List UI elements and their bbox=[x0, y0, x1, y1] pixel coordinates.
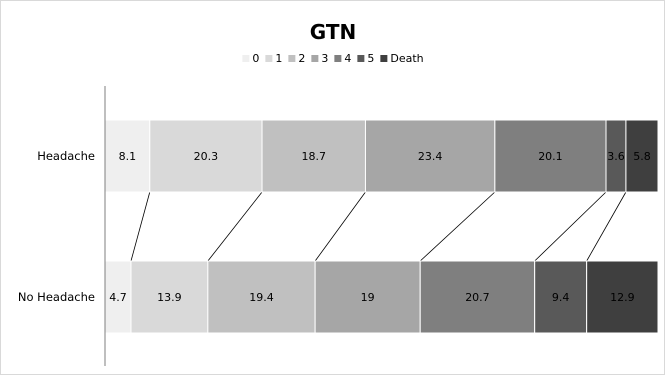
data-label-no-headache-death: 12.9 bbox=[610, 291, 635, 304]
bar-no-headache-4 bbox=[419, 260, 536, 334]
legend-swatch-4 bbox=[334, 55, 342, 62]
bar-headache-4 bbox=[494, 119, 607, 193]
chart-title: GTN bbox=[310, 20, 356, 44]
legend-label-3: 3 bbox=[321, 52, 328, 65]
legend-swatch-death bbox=[380, 55, 388, 62]
category-label-no-headache: No Headache bbox=[18, 290, 95, 304]
data-label-no-headache-3: 19 bbox=[361, 291, 375, 304]
bars bbox=[104, 119, 659, 334]
series-line-0 bbox=[130, 191, 151, 262]
series-line-2 bbox=[314, 191, 366, 262]
bar-headache-death bbox=[625, 119, 659, 193]
data-label-headache-5: 3.6 bbox=[607, 150, 625, 163]
data-label-headache-4: 20.1 bbox=[538, 150, 563, 163]
data-label-headache-3: 23.4 bbox=[418, 150, 443, 163]
data-label-headache-2: 18.7 bbox=[302, 150, 327, 163]
bar-headache-2 bbox=[261, 119, 366, 193]
bar-no-headache-3 bbox=[314, 260, 421, 334]
series-connector-lines bbox=[130, 191, 627, 262]
legend-label-death: Death bbox=[390, 52, 423, 65]
legend-label-2: 2 bbox=[298, 52, 305, 65]
legend-swatch-5 bbox=[357, 55, 365, 62]
legend-swatch-3 bbox=[311, 55, 319, 62]
data-label-headache-0: 8.1 bbox=[119, 150, 137, 163]
legend-swatch-1 bbox=[265, 55, 273, 62]
series-line-4 bbox=[534, 191, 607, 262]
series-line-5 bbox=[586, 191, 627, 262]
bar-no-headache-5 bbox=[534, 260, 588, 334]
legend: 0 1 2 3 4 5 Death bbox=[242, 52, 424, 65]
bar-headache-1 bbox=[149, 119, 263, 193]
data-label-no-headache-2: 19.4 bbox=[249, 291, 274, 304]
bar-headache-0 bbox=[104, 119, 151, 193]
data-label-no-headache-0: 4.7 bbox=[109, 291, 127, 304]
data-label-headache-1: 20.3 bbox=[194, 150, 219, 163]
legend-label-4: 4 bbox=[344, 52, 351, 65]
legend-label-1: 1 bbox=[275, 52, 282, 65]
legend-label-5: 5 bbox=[367, 52, 374, 65]
bar-no-headache-1 bbox=[130, 260, 209, 334]
bar-no-headache-2 bbox=[207, 260, 316, 334]
series-line-3 bbox=[419, 191, 496, 262]
bar-headache-3 bbox=[364, 119, 496, 193]
data-label-no-headache-1: 13.9 bbox=[157, 291, 182, 304]
data-label-no-headache-5: 9.4 bbox=[552, 291, 570, 304]
legend-label-0: 0 bbox=[252, 52, 259, 65]
category-label-headache: Headache bbox=[37, 149, 95, 163]
value-labels: 8.1 20.3 18.7 23.4 20.1 3.6 5.8 4.7 13.9 19.4 19 20… bbox=[109, 150, 650, 304]
data-label-headache-death: 5.8 bbox=[633, 150, 651, 163]
bar-no-headache-death bbox=[586, 260, 659, 334]
series-line-1 bbox=[207, 191, 263, 262]
category-labels: Headache No Headache bbox=[18, 149, 95, 304]
legend-swatch-2 bbox=[288, 55, 296, 62]
data-label-no-headache-4: 20.7 bbox=[465, 291, 490, 304]
legend-swatch-0 bbox=[242, 55, 250, 62]
